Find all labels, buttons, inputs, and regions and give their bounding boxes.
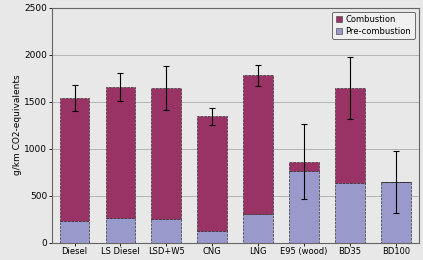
Bar [105, 87, 135, 218]
Bar [60, 98, 89, 221]
Bar [335, 183, 365, 243]
Y-axis label: g/km CO2-equivalents: g/km CO2-equivalents [13, 75, 22, 176]
Bar [381, 182, 411, 243]
Legend: Combustion, Pre-combustion: Combustion, Pre-combustion [332, 12, 415, 39]
Bar [335, 88, 365, 183]
Bar [289, 171, 319, 243]
Bar [197, 231, 227, 243]
Bar [151, 88, 181, 219]
Bar [243, 75, 273, 213]
Bar [243, 213, 273, 243]
Bar [151, 219, 181, 243]
Bar [197, 116, 227, 231]
Bar [60, 221, 89, 243]
Bar [105, 218, 135, 243]
Bar [289, 162, 319, 171]
